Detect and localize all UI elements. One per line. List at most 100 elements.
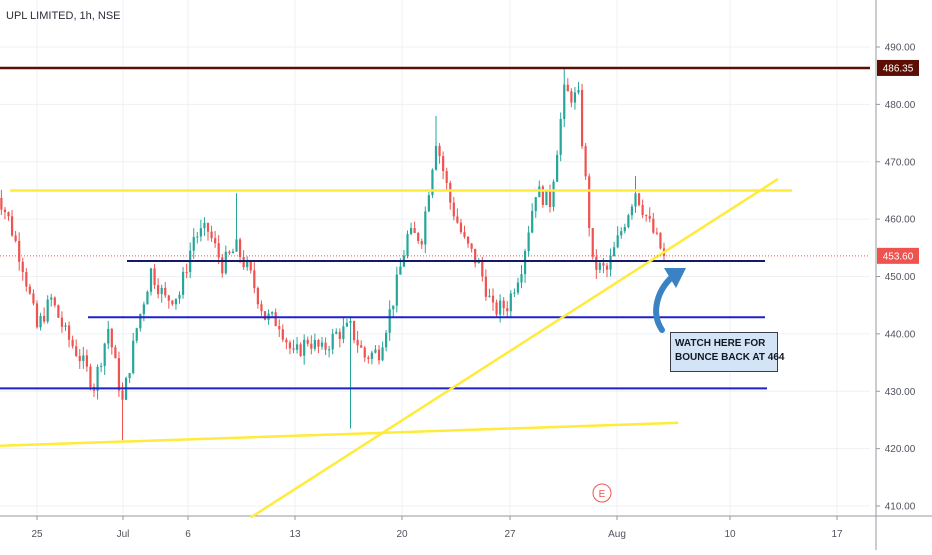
candle-body xyxy=(164,287,167,296)
candle-body xyxy=(431,169,434,196)
last-price-tag xyxy=(877,247,919,264)
price-tag-label: 486.35 xyxy=(883,63,914,74)
candle-body xyxy=(456,216,459,223)
candle-body xyxy=(474,248,477,264)
candle-body xyxy=(100,365,103,367)
candle-body xyxy=(556,154,559,182)
candle-body xyxy=(57,305,60,318)
candle-body xyxy=(363,347,366,358)
time-tick-label: 25 xyxy=(31,529,43,540)
bounce-arrow-head xyxy=(664,268,686,288)
candle-body xyxy=(459,222,463,233)
candle-body xyxy=(449,182,452,203)
candle-body xyxy=(14,235,17,241)
candle-body xyxy=(659,232,662,249)
candle-body xyxy=(388,309,391,333)
candle-body xyxy=(7,212,10,217)
candle-body xyxy=(78,355,81,362)
candle-body xyxy=(409,228,413,234)
candle-body xyxy=(335,331,338,334)
candle-body xyxy=(531,210,534,233)
candle-body xyxy=(103,343,106,366)
candle-body xyxy=(21,261,24,272)
candle-body xyxy=(10,216,14,236)
candle-body xyxy=(538,186,541,198)
candle-body xyxy=(527,232,530,252)
candle-body xyxy=(645,215,648,217)
candle-body xyxy=(231,251,235,254)
candle-body xyxy=(417,233,420,242)
candle-body xyxy=(523,251,527,275)
candle-body xyxy=(110,328,113,348)
candle-body xyxy=(253,270,256,289)
candle-body xyxy=(438,145,441,157)
candle-body xyxy=(217,243,220,258)
candle-body xyxy=(466,236,470,244)
chart-title: UPL LIMITED, 1h, NSE xyxy=(6,10,121,22)
candle-body xyxy=(274,312,277,327)
candle-body xyxy=(385,332,388,348)
candle-body xyxy=(452,202,455,217)
candle-body xyxy=(648,216,651,219)
candle-body xyxy=(420,241,423,245)
candle-body xyxy=(139,314,142,329)
candle-body xyxy=(588,176,591,229)
resistance-price-tag xyxy=(877,59,919,76)
time-tick-label: Aug xyxy=(608,529,626,540)
candle-body xyxy=(605,265,609,270)
price-tick-label: 440.00 xyxy=(885,329,916,340)
candle-body xyxy=(591,228,594,257)
candle-body xyxy=(616,235,619,248)
annotation-line-1: WATCH HERE FOR xyxy=(675,338,766,349)
candle-body xyxy=(278,326,281,330)
candle-body xyxy=(598,263,601,270)
candle-body xyxy=(114,347,117,359)
candle-body xyxy=(634,193,637,207)
candle-body xyxy=(602,263,605,266)
candle-body xyxy=(320,342,324,347)
candle-body xyxy=(242,257,245,268)
candle-body xyxy=(160,287,163,295)
candle-body xyxy=(18,240,21,262)
candle-body xyxy=(495,302,498,315)
bounce-arrow xyxy=(653,274,675,333)
candle-body xyxy=(328,349,331,351)
candle-body xyxy=(442,156,445,172)
candle-body xyxy=(199,228,202,237)
candle-body xyxy=(360,345,363,348)
candle-body xyxy=(121,390,124,400)
candle-body xyxy=(196,236,199,238)
candle-body xyxy=(488,295,491,297)
candle-body xyxy=(192,237,195,251)
candle-body xyxy=(310,343,313,349)
candle-body xyxy=(506,308,509,312)
candle-body xyxy=(559,118,562,155)
time-tick-label: 13 xyxy=(289,529,301,540)
candle-body xyxy=(128,373,131,379)
candle-body xyxy=(566,84,569,92)
candle-body xyxy=(271,312,274,314)
candle-body xyxy=(541,186,544,206)
price-tick-label: 490.00 xyxy=(885,43,916,54)
candle-body xyxy=(520,274,523,283)
candle-body xyxy=(630,206,634,216)
candle-body xyxy=(28,286,31,294)
candle-body xyxy=(89,366,92,388)
candle-body xyxy=(324,342,327,350)
candle-body xyxy=(424,211,427,245)
candle-body xyxy=(146,291,149,305)
candle-body xyxy=(263,311,267,320)
candle-body xyxy=(545,189,548,206)
candle-body xyxy=(206,223,210,232)
candle-body xyxy=(260,304,263,312)
price-tag-label: 453.60 xyxy=(883,251,914,262)
candle-body xyxy=(445,171,448,183)
candle-body xyxy=(313,340,316,349)
candle-body xyxy=(499,300,502,315)
annotation-callout: WATCH HERE FOR BOUNCE BACK AT 464 xyxy=(670,332,784,372)
candle-body xyxy=(484,276,487,297)
candle-body xyxy=(203,223,206,229)
candle-body xyxy=(413,228,416,234)
